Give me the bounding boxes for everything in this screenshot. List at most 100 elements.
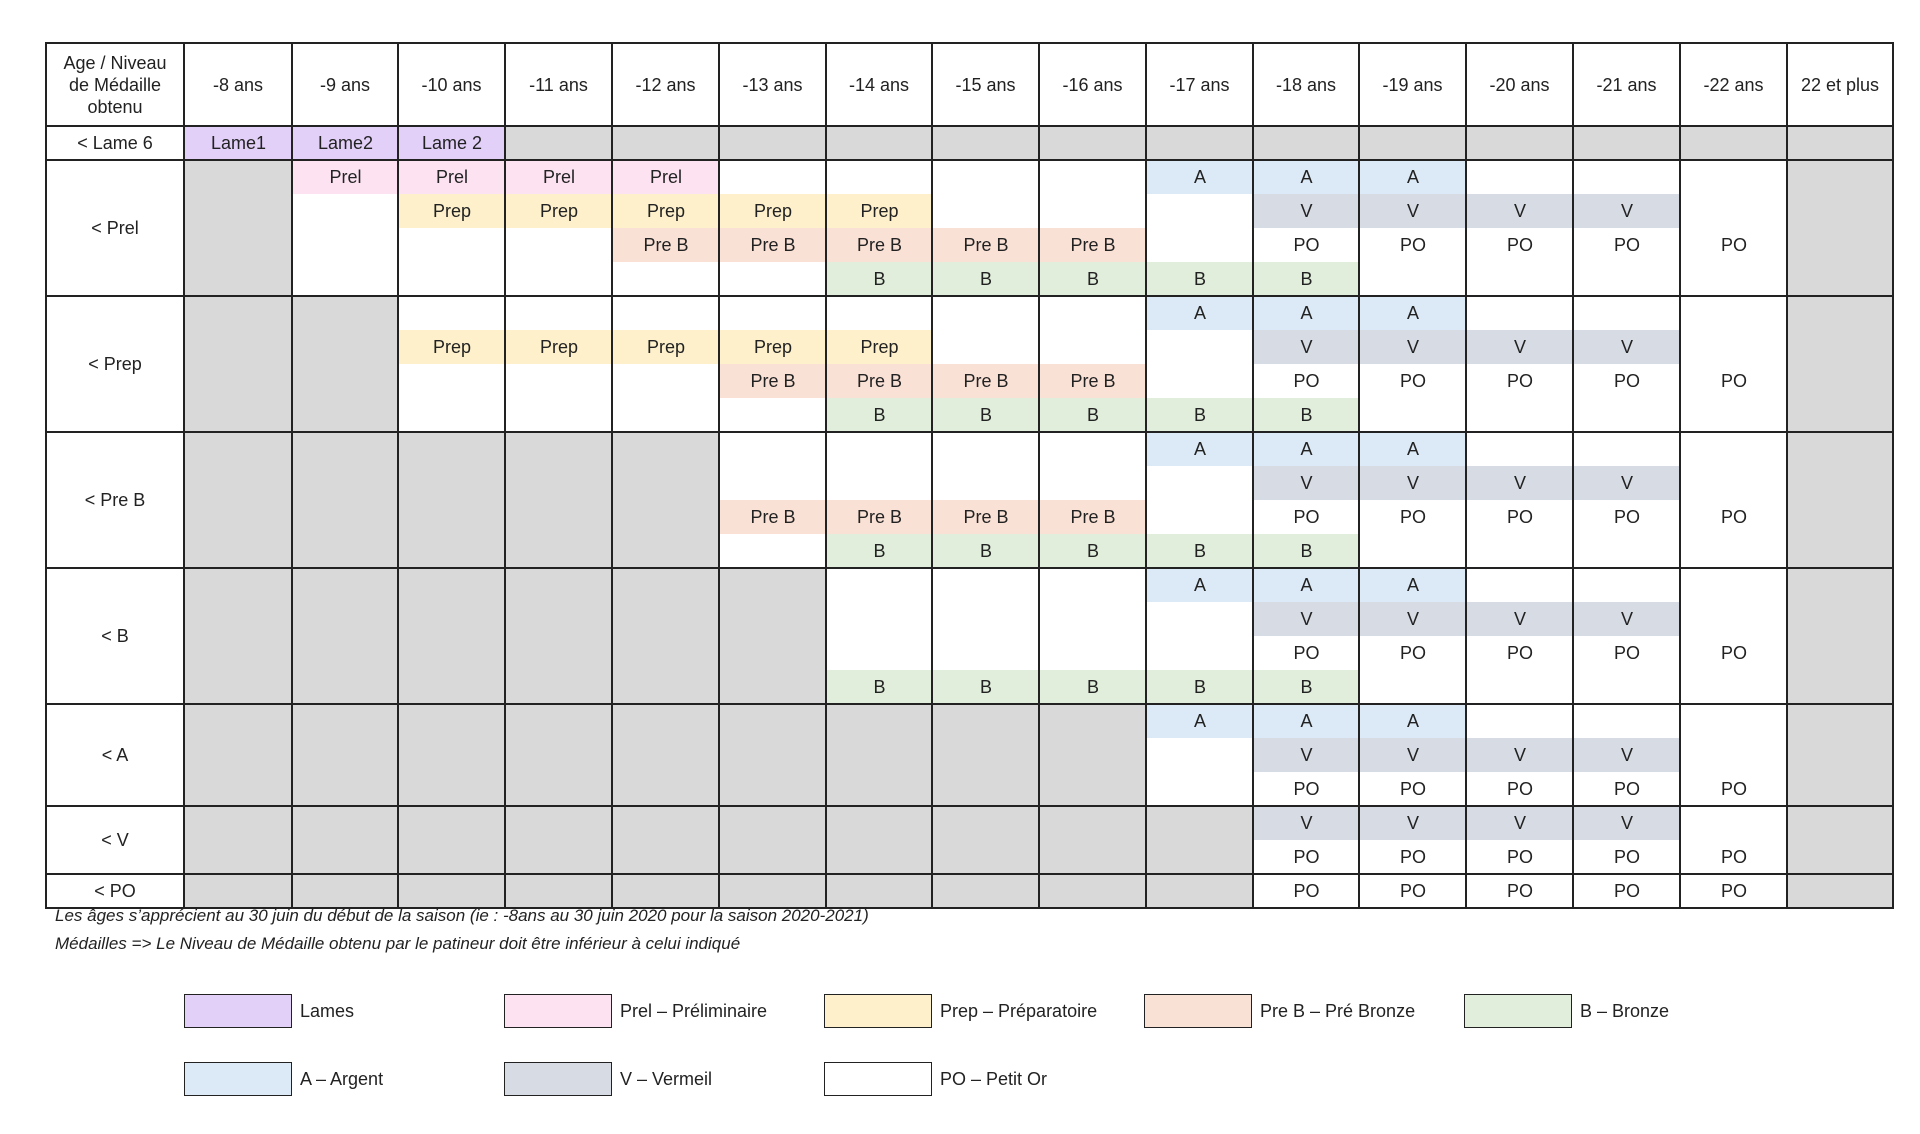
medal-cell: V bbox=[1254, 602, 1359, 636]
medal-cell: PO bbox=[1467, 500, 1573, 534]
not-eligible-cell bbox=[292, 806, 398, 874]
medal-cell: PO bbox=[1681, 840, 1787, 874]
grid-line bbox=[1465, 43, 1467, 909]
grid-line bbox=[931, 43, 933, 909]
medal-cell: Prep bbox=[506, 330, 612, 364]
medal-cell: B bbox=[1147, 670, 1253, 704]
medal-cell: V bbox=[1360, 194, 1466, 228]
medal-cell: B bbox=[1040, 398, 1146, 432]
not-eligible-cell bbox=[826, 806, 932, 874]
medal-cell: B bbox=[1254, 534, 1359, 568]
medal-cell: B bbox=[1254, 262, 1359, 296]
not-eligible-cell bbox=[292, 704, 398, 806]
legend-label: A – Argent bbox=[300, 1069, 384, 1089]
legend-label: Prep – Préparatoire bbox=[940, 1001, 1098, 1021]
medal-cell: A bbox=[1254, 704, 1359, 738]
not-eligible-cell bbox=[505, 432, 612, 568]
medal-cell: B bbox=[1147, 262, 1253, 296]
medal-cell: PO bbox=[1574, 500, 1680, 534]
age-column-header: -12 ans bbox=[635, 74, 696, 95]
medal-cell: A bbox=[1147, 160, 1253, 194]
medal-cell: PO bbox=[1254, 500, 1359, 534]
row-label: < A bbox=[101, 745, 129, 765]
not-eligible-cell bbox=[1253, 126, 1359, 160]
age-column-header: 22 et plus bbox=[1800, 74, 1880, 95]
medal-cell: B bbox=[933, 262, 1039, 296]
medal-cell: PO bbox=[1467, 772, 1573, 806]
not-eligible-cell bbox=[505, 874, 612, 908]
medal-cell: V bbox=[1467, 602, 1573, 636]
not-eligible-cell bbox=[505, 568, 612, 704]
not-eligible-cell bbox=[1787, 160, 1893, 296]
not-eligible-cell bbox=[184, 874, 292, 908]
medal-cell: Pre B bbox=[827, 364, 932, 398]
medal-cell: PO bbox=[1467, 840, 1573, 874]
medal-cell: Prep bbox=[720, 330, 826, 364]
legend-swatch bbox=[824, 1062, 932, 1096]
medal-cell: PO bbox=[1574, 772, 1680, 806]
medal-cell: PO bbox=[1681, 874, 1787, 908]
not-eligible-cell bbox=[1680, 126, 1787, 160]
medal-cell: PO bbox=[1467, 874, 1573, 908]
not-eligible-cell bbox=[719, 126, 826, 160]
not-eligible-cell bbox=[398, 704, 505, 806]
medal-cell: B bbox=[933, 398, 1039, 432]
medal-cell: Pre B bbox=[720, 228, 826, 262]
legend-label: Lames bbox=[300, 1001, 355, 1021]
medal-cell: Lame2 bbox=[293, 126, 398, 160]
medal-cell: V bbox=[1574, 330, 1680, 364]
not-eligible-cell bbox=[505, 704, 612, 806]
medal-cell: V bbox=[1254, 806, 1359, 840]
grid-line bbox=[45, 295, 1894, 297]
medal-cell: Lame1 bbox=[185, 126, 292, 160]
medal-cell: V bbox=[1574, 602, 1680, 636]
header-corner-label: Age / Niveau de Médaille obtenu bbox=[63, 52, 167, 117]
medal-cell: Prel bbox=[613, 160, 719, 194]
legend-swatch bbox=[1464, 994, 1572, 1028]
medal-cell: B bbox=[1254, 398, 1359, 432]
grid-line bbox=[45, 159, 1894, 161]
age-column-header: -16 ans bbox=[1062, 74, 1123, 95]
medal-cell: Prep bbox=[506, 194, 612, 228]
medal-cell: Prel bbox=[399, 160, 505, 194]
grid-line bbox=[1145, 43, 1147, 909]
not-eligible-cell bbox=[505, 126, 612, 160]
not-eligible-cell bbox=[612, 704, 719, 806]
not-eligible-cell bbox=[612, 874, 719, 908]
grid-line bbox=[1786, 43, 1788, 909]
not-eligible-cell bbox=[1039, 126, 1146, 160]
not-eligible-cell bbox=[932, 704, 1039, 806]
medal-cell: A bbox=[1360, 432, 1466, 466]
not-eligible-cell bbox=[1787, 296, 1893, 432]
medal-cell: Prep bbox=[613, 194, 719, 228]
medal-cell: Prep bbox=[827, 194, 932, 228]
medal-cell: PO bbox=[1360, 228, 1466, 262]
medal-cell: A bbox=[1360, 704, 1466, 738]
age-column-header: -8 ans bbox=[212, 74, 264, 95]
medal-cell: B bbox=[827, 262, 932, 296]
medal-cell: Pre B bbox=[933, 364, 1039, 398]
not-eligible-cell bbox=[932, 874, 1039, 908]
not-eligible-cell bbox=[1039, 806, 1146, 874]
medal-cell: A bbox=[1254, 296, 1359, 330]
medal-cell: PO bbox=[1360, 874, 1466, 908]
medal-cell: V bbox=[1574, 466, 1680, 500]
medal-cell: B bbox=[1254, 670, 1359, 704]
grid-line bbox=[45, 43, 47, 909]
medal-cell: B bbox=[827, 670, 932, 704]
medal-cell: Pre B bbox=[613, 228, 719, 262]
legend-swatch bbox=[504, 1062, 612, 1096]
medal-cell: Pre B bbox=[1040, 364, 1146, 398]
age-column-header: -13 ans bbox=[742, 74, 803, 95]
not-eligible-cell bbox=[184, 160, 292, 296]
medal-cell: PO bbox=[1467, 364, 1573, 398]
row-label: < Lame 6 bbox=[77, 133, 153, 153]
medal-cell: PO bbox=[1254, 840, 1359, 874]
medal-cell: Pre B bbox=[720, 500, 826, 534]
medal-cell: PO bbox=[1681, 772, 1787, 806]
grid-line bbox=[45, 703, 1894, 705]
grid-line bbox=[291, 43, 293, 909]
not-eligible-cell bbox=[612, 126, 719, 160]
not-eligible-cell bbox=[184, 296, 292, 432]
